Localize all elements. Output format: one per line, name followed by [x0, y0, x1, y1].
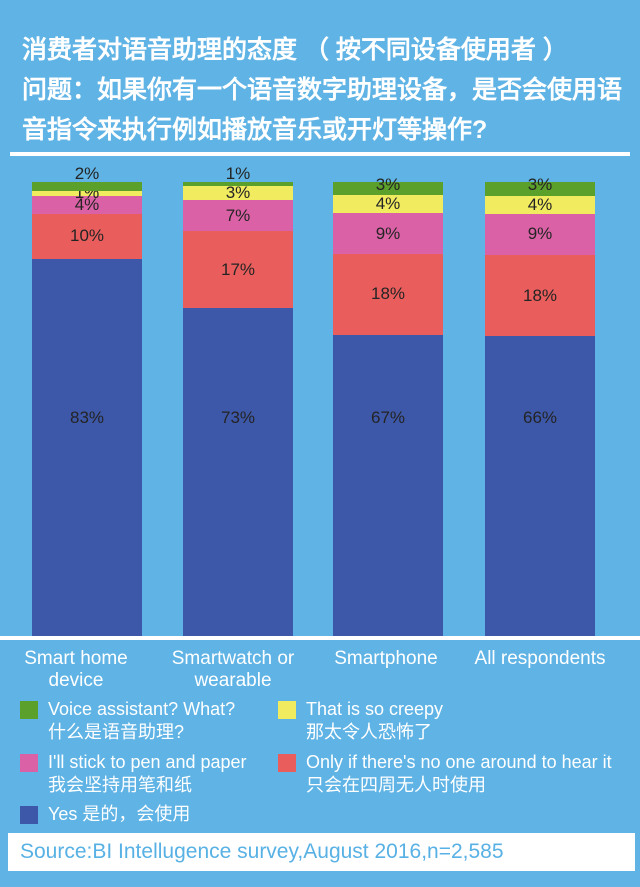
- legend-label-zh: 我会坚持用笔和纸: [48, 775, 192, 795]
- legend-label-zh: 什么是语音助理?: [48, 722, 185, 742]
- bar-value-label: 9%: [527, 224, 553, 244]
- bar-value-label: 10%: [69, 226, 105, 246]
- bar-segment: [32, 213, 142, 260]
- bar-segment: [183, 231, 293, 308]
- category-label-line: Smart home: [24, 648, 128, 669]
- category-label: Smartwatch or wearable: [138, 648, 328, 692]
- bar-segment: [183, 186, 293, 200]
- bar-value-label: 4%: [375, 194, 401, 214]
- legend-swatch-pink: [20, 754, 38, 772]
- bar-value-label: 18%: [522, 285, 558, 305]
- bar-value-label: 18%: [370, 284, 406, 304]
- legend-label-zh: 只会在四周无人时使用: [306, 775, 486, 795]
- bar-segment: [183, 199, 293, 232]
- source-text: Source:BI Intellugence survey,August 201…: [20, 840, 504, 863]
- bar-segment: [32, 259, 142, 636]
- legend-swatch-red: [278, 754, 296, 772]
- bar-segment: [32, 195, 142, 214]
- bar-value-label: 67%: [370, 408, 406, 427]
- legend-item-what: Voice assistant? What? 什么是语音助理?: [20, 698, 235, 744]
- bar-segment: [485, 182, 595, 196]
- bar-segment: [333, 334, 443, 636]
- bar-segment: [32, 191, 142, 196]
- legend-item-only-if: Only if there's no one around to hear it…: [278, 751, 612, 797]
- category-label-line: Smartwatch or: [171, 648, 295, 669]
- header-divider: [10, 152, 630, 156]
- source-bar: Source:BI Intellugence survey,August 201…: [8, 833, 635, 871]
- category-label: All respondents: [445, 648, 635, 670]
- bar-segment: [485, 213, 595, 255]
- header: 消费者对语音助理的态度 （ 按不同设备使用者 ） 问题：如果你有一个语音数字助理…: [22, 30, 628, 150]
- category-label: Smartphone: [291, 648, 481, 670]
- category-label: Smart home device: [0, 648, 171, 692]
- bar-value-label: 1%: [225, 164, 251, 183]
- bar-segment: [485, 336, 595, 636]
- bar-value-label: 7%: [225, 205, 251, 225]
- bar-value-label: 2%: [74, 164, 100, 183]
- bar-segment: [183, 182, 293, 187]
- legend-label-en: That is so creepy: [306, 699, 444, 719]
- legend-label-en: Only if there's no one around to hear it: [306, 752, 612, 772]
- legend-item-yes: Yes 是的，会使用: [20, 803, 190, 826]
- bar-value-label: 4%: [74, 194, 100, 214]
- bar-value-label: 9%: [375, 223, 401, 243]
- category-label-line: wearable: [194, 670, 272, 691]
- bar-segment: [333, 213, 443, 254]
- category-label-line: All respondents: [474, 648, 606, 669]
- bar-segment: [183, 307, 293, 636]
- legend-swatch-blue: [20, 806, 38, 824]
- chart-baseline: [0, 636, 640, 640]
- bar-segment: [333, 182, 443, 196]
- legend-label-en: Voice assistant? What?: [48, 699, 236, 719]
- legend-label-zh: 那太令人恐怖了: [306, 722, 432, 742]
- legend-label-en: Yes 是的，会使用: [48, 804, 191, 824]
- legend-item-pen-paper: I'll stick to pen and paper 我会坚持用笔和纸: [20, 751, 247, 797]
- page-title: 消费者对语音助理的态度 （ 按不同设备使用者 ）: [22, 36, 568, 64]
- bar-value-label: 17%: [220, 259, 256, 279]
- category-label-line: Smartphone: [334, 648, 438, 669]
- bar-value-label: 83%: [69, 408, 105, 427]
- legend-swatch-green: [20, 701, 38, 719]
- bar-value-label: 3%: [225, 183, 251, 203]
- bar-segment: [485, 254, 595, 337]
- bar-segment: [333, 253, 443, 335]
- bar-value-label: 66%: [522, 408, 558, 427]
- bar-value-label: 73%: [220, 408, 256, 427]
- legend-item-creepy: That is so creepy 那太令人恐怖了: [278, 698, 443, 744]
- bar-value-label: 3%: [527, 175, 553, 194]
- bar-value-label: 3%: [375, 175, 401, 194]
- category-label-line: device: [48, 670, 104, 691]
- bar-segment: [333, 195, 443, 214]
- bar-value-label: 4%: [527, 194, 553, 214]
- bar-segment: [485, 195, 595, 214]
- bar-segment: [32, 182, 142, 192]
- survey-question: 问题：如果你有一个语音数字助理设备，是否会使用语音指令来执行例如播放音乐或开灯等…: [22, 76, 623, 144]
- legend-label-en: I'll stick to pen and paper: [48, 752, 247, 772]
- legend-swatch-yellow: [278, 701, 296, 719]
